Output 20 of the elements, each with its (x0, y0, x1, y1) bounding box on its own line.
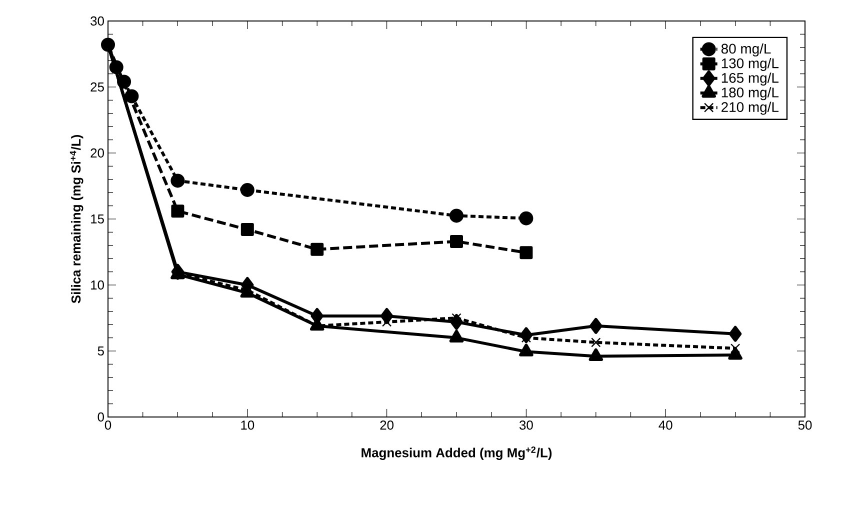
y-tick-label: 5 (98, 346, 104, 356)
x-tick-label: 50 (798, 420, 812, 430)
x-tick-label: 10 (241, 420, 254, 430)
legend-label: 80 mg/L (721, 43, 771, 56)
legend-label: 210 mg/L (722, 102, 779, 115)
x-tick-label: 30 (520, 420, 533, 430)
x-tick-label: 0 (104, 420, 112, 430)
y-tick-label: 20 (90, 148, 104, 158)
y-tick-label: 0 (98, 412, 104, 422)
x-tick-label: 40 (658, 420, 672, 430)
x-tick-label: 20 (380, 420, 394, 430)
y-tick-label: 10 (91, 280, 104, 290)
y-tick-label: 30 (90, 16, 104, 26)
y-tick-label: 15 (91, 214, 104, 224)
y-axis-title: Silica remaining (mg Si$^{+4}$/L) (70, 135, 84, 304)
y-tick-label: 25 (90, 82, 104, 92)
legend-label: 180 mg/L (722, 87, 779, 100)
legend-label: 165 mg/L (722, 72, 779, 86)
legend-label: 130 mg/L (722, 58, 779, 72)
x-axis-title: Magnesium Added (mg Mg$^{+2}$/L) (362, 446, 552, 460)
